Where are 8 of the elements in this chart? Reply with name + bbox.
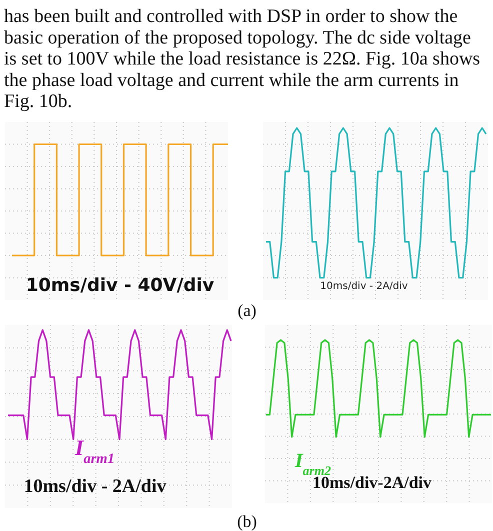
text: 10ms/div - 40V/div [26,275,214,296]
text: (b) [237,512,257,531]
text: (a) [238,301,256,320]
text: 10ms/div - 2A/div [24,476,167,497]
series-label: I$_{arm1}$ [74,435,115,467]
text: 10ms/div - 2A/div [320,281,408,292]
text: has been built and controlled with DSP in order to show the basic operation of the proposed topology. The dc side voltage is set to 100V while the load resistance is 22Ω. Fig. 10a shows the phase load voltage and current while the arm currents in Fig. 10b. [4,6,480,112]
series-label: I$_{arm2}$ [294,450,332,478]
